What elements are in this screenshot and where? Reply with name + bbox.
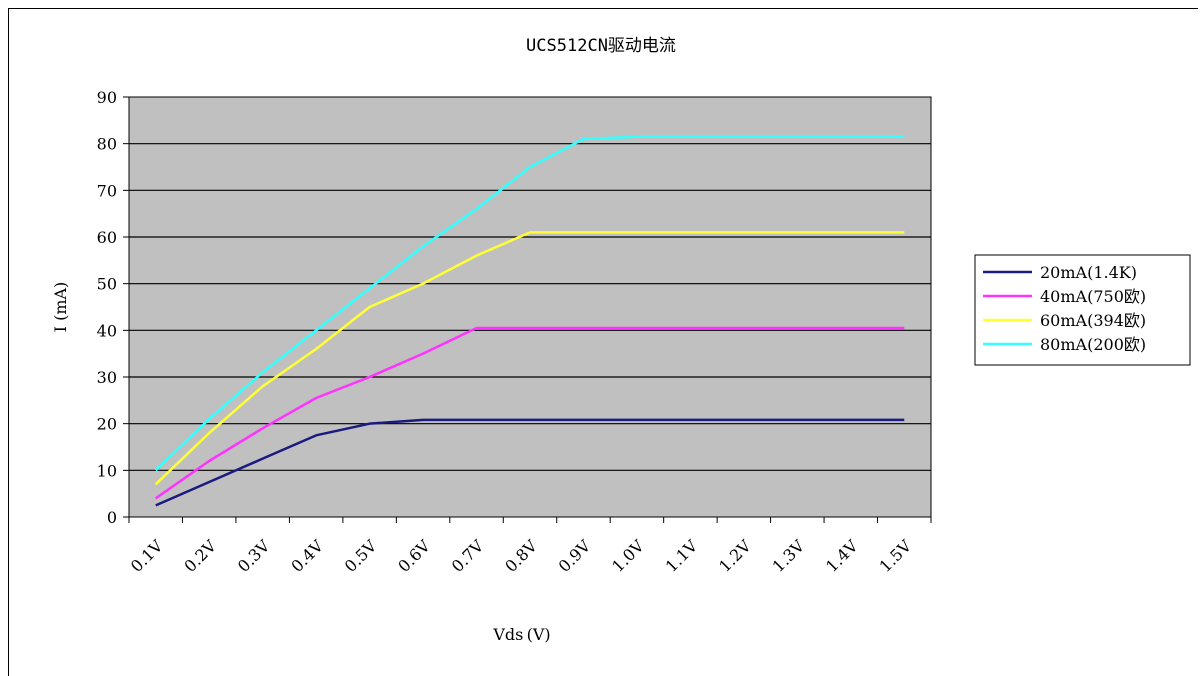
x-axis-ticks: 0.1V 0.2V 0.3V 0.4V 0.5V 0.6V 0.7V 0.8V 0.9V 1.0V…: [127, 517, 932, 576]
series-line-1: [155, 418, 905, 507]
series-line-4: [154, 135, 905, 472]
x-tick-label: 0.1V: [127, 536, 167, 576]
x-tick-label: 0.8V: [501, 536, 541, 576]
y-tick-label: 30: [97, 368, 117, 387]
legend: 20mA(1.4K) 40mA(750欧) 60mA(394欧) 80mA(200欧): [974, 254, 1191, 366]
gridlines: [129, 143, 931, 471]
y-tick-label: 90: [97, 88, 117, 107]
y-tick-label: 70: [97, 181, 117, 200]
x-tick-label: 0.3V: [234, 536, 274, 576]
x-axis-label: Vds (V): [492, 625, 550, 644]
y-axis-ticks: 0 10 20 30 40 50 60 70 80 90: [97, 88, 129, 527]
legend-label: 20mA(1.4K): [1040, 263, 1137, 282]
series-line-2: [155, 326, 905, 500]
legend-label: 40mA(750欧): [1040, 287, 1146, 306]
y-tick-label: 10: [97, 461, 117, 480]
series-line-3: [154, 231, 905, 486]
series-lines: [154, 135, 905, 507]
y-tick-label: 80: [97, 135, 117, 154]
y-tick-label: 50: [97, 275, 117, 294]
x-tick-label: 1.5V: [875, 536, 915, 576]
y-tick-label: 40: [97, 321, 117, 340]
x-tick-label: 1.3V: [769, 536, 809, 576]
plot-area: [128, 96, 932, 518]
x-tick-label: 1.1V: [662, 536, 702, 576]
y-axis-label: I (mA): [51, 282, 70, 333]
x-tick-label: 0.2V: [180, 536, 220, 576]
y-tick-label: 60: [97, 228, 117, 247]
x-tick-label: 0.5V: [341, 536, 381, 576]
x-tick-label: 1.4V: [822, 536, 862, 576]
chart-frame: [8, 8, 1198, 676]
chart-title: UCS512CN驱动电流: [526, 36, 676, 56]
x-tick-label: 1.0V: [608, 536, 648, 576]
legend-box: [974, 254, 1191, 366]
x-tick-label: 0.6V: [394, 536, 434, 576]
x-tick-label: 0.4V: [287, 536, 327, 576]
y-tick-label: 20: [97, 415, 117, 434]
legend-label: 80mA(200欧): [1040, 335, 1146, 354]
x-tick-label: 0.7V: [448, 536, 488, 576]
x-tick-label: 1.2V: [715, 536, 755, 576]
y-tick-label: 0: [107, 508, 117, 527]
legend-label: 60mA(394欧): [1040, 311, 1146, 330]
x-tick-label: 0.9V: [555, 536, 595, 576]
